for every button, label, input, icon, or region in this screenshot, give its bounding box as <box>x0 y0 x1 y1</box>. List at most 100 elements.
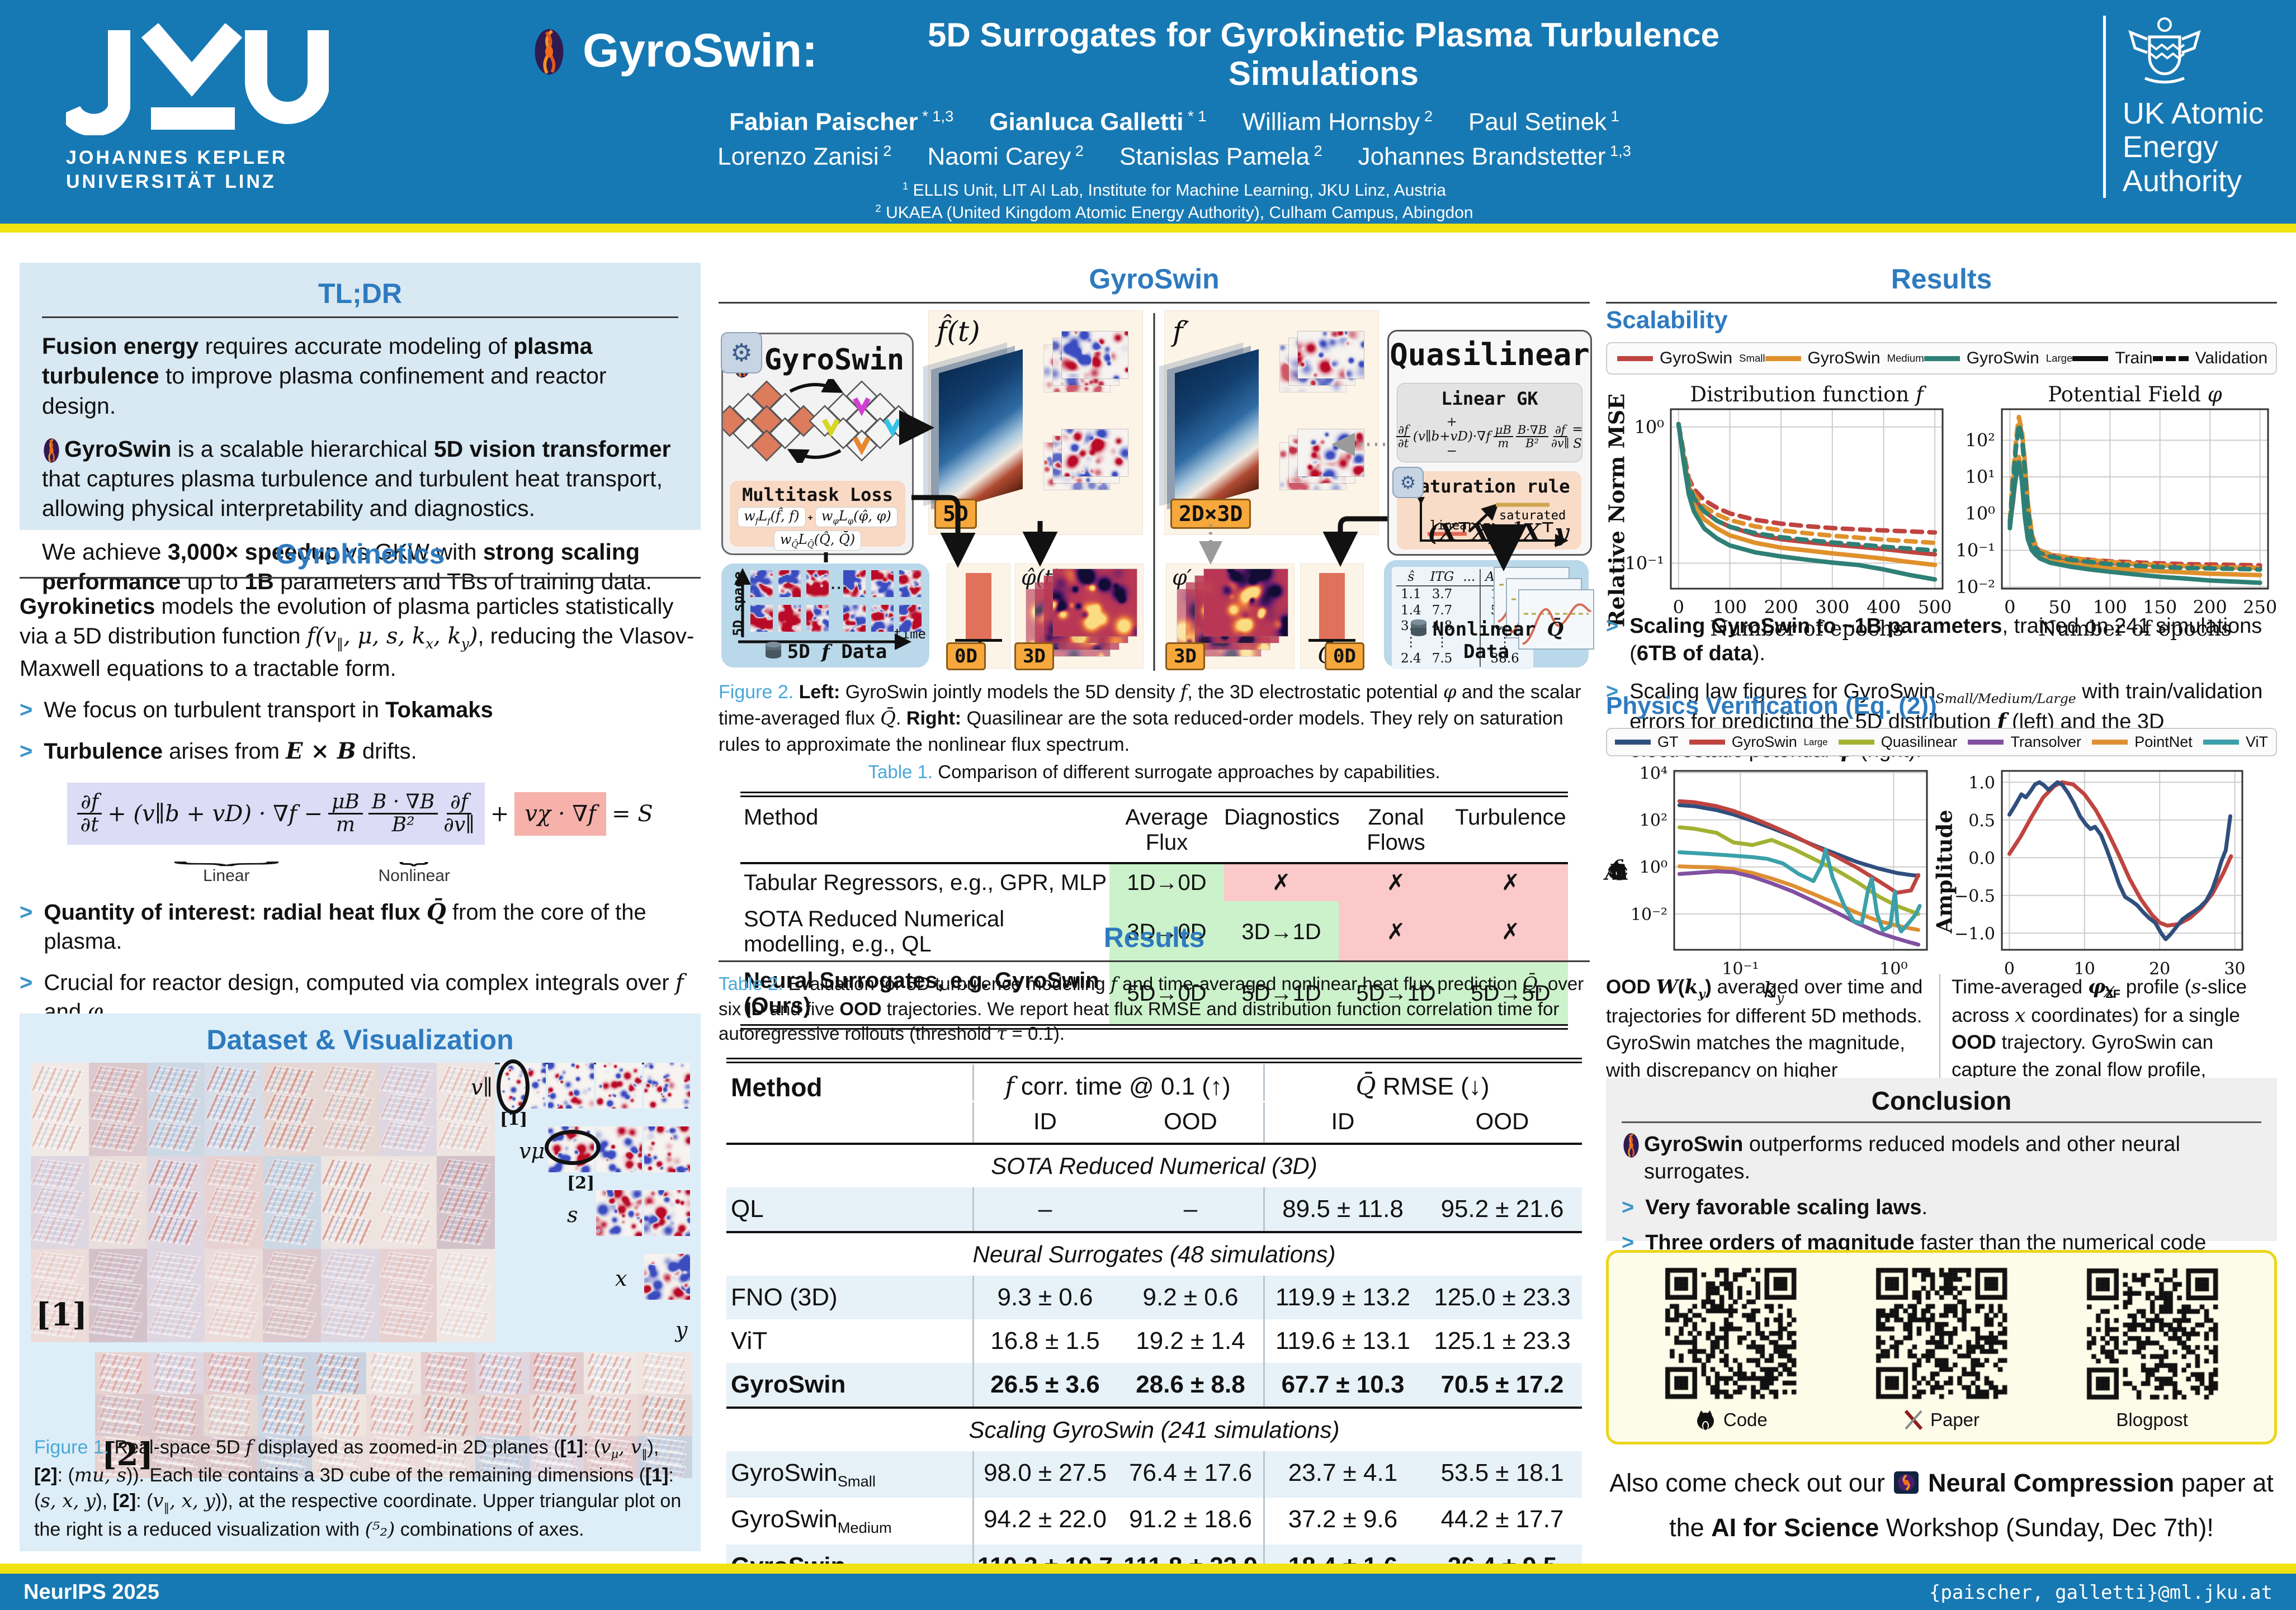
qbar-bar <box>1319 573 1345 639</box>
metric-cell: 23.7 ± 4.1 <box>1263 1451 1423 1498</box>
fig1-tile <box>95 1352 150 1394</box>
ols-formula: (X⊤X)−1X⊤y <box>1428 519 1569 546</box>
metric-cell: 28.6 ± 8.8 <box>1136 1370 1245 1398</box>
gear-icon: ⚙ <box>1392 467 1424 498</box>
authors-line-2: Lorenzo Zanisi 2 Naomi Carey 2 Stanislas P… <box>531 142 1817 171</box>
gyrokinetic-equation: ∂f ∂t + (v∥b + vD) · ∇f − μB m B · ∇B B² ∂f… <box>20 783 701 845</box>
table-row: ViT 16.8 ± 1.5 19.2 ± 1.4 119.6 ± 13.1 125.1… <box>726 1319 1582 1363</box>
table-row: Tabular Regressors, e.g., GPR, MLP 1D→0D ✗… <box>740 864 1568 901</box>
legend-item: Train <box>2072 349 2153 368</box>
table-row: Neural Surrogates, e.g. GyroSwin (Ours) 5… <box>740 963 1568 1024</box>
fig1-tile <box>379 1063 437 1156</box>
chart-potential-phi: 10² 10¹ 10⁰ 10⁻¹ 10⁻² 0 50 100 150 200 250 Potentia… <box>1956 382 2276 640</box>
svg-text:30: 30 <box>2224 959 2245 979</box>
gyroswin-logo <box>42 434 61 464</box>
swin-blocks-diagram <box>714 375 915 467</box>
fig1-tile <box>263 1063 321 1156</box>
svg-text:10⁰: 10⁰ <box>1879 959 1907 979</box>
fig1-tile <box>312 1394 367 1436</box>
series-transolver <box>1677 869 1921 947</box>
fig1-tile <box>204 1394 258 1436</box>
fig1-tile <box>88 1249 147 1342</box>
fig1-tile <box>147 1063 205 1156</box>
physics-legend: GT GyroSwin Large Quasilinear Transolver Poin… <box>1606 728 2277 756</box>
scalability-legend: GyroSwin Small GyroSwin Medium GyroSwin Large… <box>1606 342 2277 375</box>
ukaea-crest-icon <box>2128 17 2201 84</box>
f-5d-volume <box>939 349 1023 513</box>
fig1-tile <box>258 1436 313 1478</box>
table-row: GyroSwinMedium 94.2 ± 22.0 91.2 ± 18.6 37.2… <box>726 1498 1582 1545</box>
legend-item: ViT <box>2203 733 2268 751</box>
linear-gk-box: Linear GK ∂f ∂t + (v∥b+vD)·∇f − μB m B·∇B B²… <box>1396 383 1583 462</box>
fig1-tile <box>421 1436 475 1478</box>
author: Paul Setinek 1 <box>1468 107 1619 136</box>
svg-text:300: 300 <box>1815 596 1849 618</box>
ukaea-logo: UK Atomic Energy Authority <box>2103 16 2264 198</box>
fig1-tile <box>366 1394 421 1436</box>
fig1-tile <box>583 1394 638 1436</box>
model-name: GyroSwin <box>764 343 905 377</box>
fig1-tile <box>529 1394 584 1436</box>
header-accent-strip <box>0 224 2296 233</box>
table-1-header: Turbulence <box>1455 805 1566 830</box>
svg-text:150: 150 <box>2143 596 2177 618</box>
table-row: SOTA Reduced Numerical modelling, e.g., … <box>740 901 1568 963</box>
svg-text:50: 50 <box>2048 596 2071 618</box>
author: Gianluca Galletti * 1 <box>989 107 1207 136</box>
gyroswin-section-title: GyroSwin <box>719 263 1590 304</box>
fig1-axis-label: x <box>615 1266 627 1291</box>
svg-text:Number of epochs: Number of epochs <box>1710 617 1903 640</box>
fig1-tile <box>149 1352 204 1394</box>
x-axis-label: x <box>2103 978 2115 1002</box>
nonlinear-q-data-label: Nonlinear Q̄ Data <box>1384 618 1589 663</box>
loss-term-phi: wφLφ(φ̂, φ) <box>815 507 897 527</box>
x-axis-label: ky <box>1763 978 1784 1006</box>
neural-compression-icon <box>1892 1468 1921 1508</box>
qr-code-cell: Code <box>1661 1263 1801 1431</box>
svg-text:0.0: 0.0 <box>1968 849 1995 868</box>
metric-cell: 44.2 ± 17.7 <box>1440 1505 1564 1533</box>
database-icon <box>1409 618 1433 641</box>
fig1-axis-label: s <box>567 1202 578 1227</box>
svg-text:10⁰: 10⁰ <box>1640 858 1667 878</box>
metric-cell: 26.5 ± 3.6 <box>972 1363 1118 1407</box>
fig1-tile <box>147 1156 205 1249</box>
loss-term-f: wfLf(f̂, f) <box>738 507 806 527</box>
also-note: Also come check out our Neural Compressi… <box>1609 1468 2274 1542</box>
badge-3d: 3D <box>1014 642 1054 670</box>
tldr-title: TL;DR <box>318 278 402 309</box>
fig1-tile <box>421 1352 475 1394</box>
linear-label: Linear <box>203 866 250 885</box>
gyrokinetics-bullet-2: > Turbulence arises from E × B drifts. <box>20 738 417 765</box>
fig1-tile <box>366 1436 421 1478</box>
qr-links-box: Code Paper Blogpost <box>1606 1250 2277 1445</box>
tldr-p2: GyroSwin is a scalable hierarchical 5D v… <box>42 434 678 524</box>
series-gt <box>2007 780 2232 941</box>
fig1-tile <box>320 1063 379 1156</box>
capability-cell: 3D→1D <box>1224 901 1339 963</box>
fig1-tile <box>379 1156 437 1249</box>
gyrokinetics-bullet-1: > We focus on turbulent transport in Toka… <box>20 698 493 723</box>
legend-item: Transolver <box>1968 733 2081 751</box>
chart-spectra: 10⁴ 10² 10⁰ 10⁻² 10⁻¹ 10⁰ <box>1631 764 1928 979</box>
svg-text:0: 0 <box>2004 959 2015 979</box>
fig1-tile <box>421 1394 475 1436</box>
series-gyroswin-large-validation <box>2007 422 2262 572</box>
svg-text:250: 250 <box>2243 596 2276 618</box>
series-gyroswin-small-validation <box>2007 420 2262 568</box>
badge-5d: 5D <box>934 499 977 529</box>
fig1-tile <box>583 1352 638 1394</box>
svg-text:10²: 10² <box>1965 429 1995 451</box>
metric-cell: 125.1 ± 23.3 <box>1434 1327 1571 1355</box>
fig1-tile <box>205 1249 263 1342</box>
physics-captions: OOD W(ky) averaged over time and traject… <box>1606 974 2277 1111</box>
metric-cell: 37.2 ± 9.6 <box>1263 1498 1423 1545</box>
series-vit <box>1677 847 1922 934</box>
conclusion-bullet-0: GyroSwin outperforms reduced models and … <box>1622 1131 2261 1186</box>
svg-text:1.0: 1.0 <box>1968 773 1995 793</box>
badge-2dx3d: 2D×3D <box>1170 499 1251 529</box>
fig1-tile <box>379 1249 437 1342</box>
linear-gk-equation: ∂f ∂t + (v∥b+vD)·∇f − μB m B·∇B B² ∂f ∂v∥ = S <box>1396 415 1583 458</box>
author: Stanislas Pamela 2 <box>1119 141 1322 171</box>
